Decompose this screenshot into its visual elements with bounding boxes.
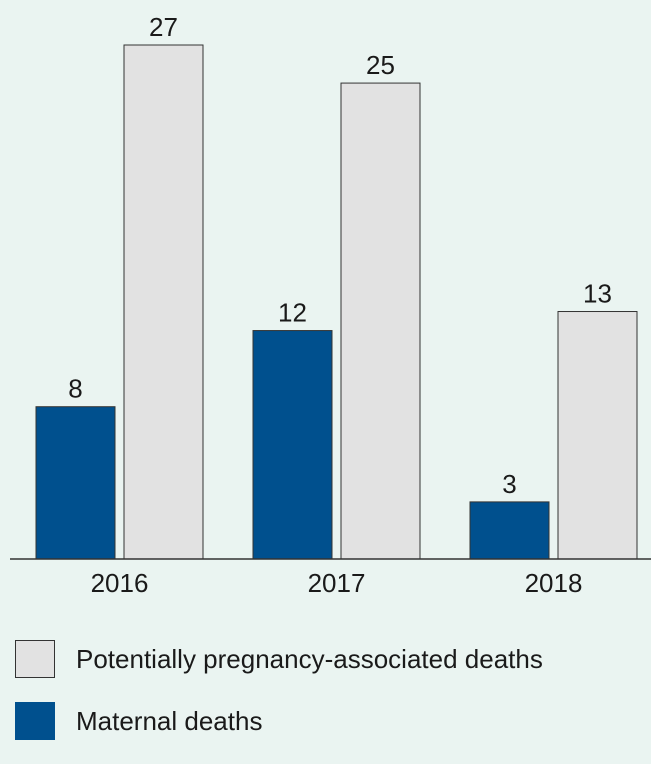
value-label-maternal-deaths-2017: 12 — [278, 298, 307, 328]
value-labels-group: 8 27 12 25 3 13 — [68, 12, 612, 499]
value-label-maternal-deaths-2018: 3 — [502, 469, 516, 499]
x-tick-label-2018: 2018 — [525, 568, 583, 598]
bar-maternal-deaths-2017 — [252, 330, 333, 560]
value-label-potentially-pregnancy-associated-deaths-2018: 13 — [583, 279, 612, 309]
bar-chart: 8 27 12 25 3 13 2016 2017 2018 — [10, 12, 651, 598]
x-tick-label-2017: 2017 — [308, 568, 366, 598]
legend-item-maternal: Maternal deaths — [15, 702, 543, 740]
value-label-potentially-pregnancy-associated-deaths-2017: 25 — [366, 50, 395, 80]
bars-group — [35, 44, 638, 560]
legend-item-pregnancy-associated: Potentially pregnancy-associated deaths — [15, 640, 543, 678]
value-label-maternal-deaths-2016: 8 — [68, 374, 82, 404]
x-tick-label-2016: 2016 — [91, 568, 149, 598]
legend: Potentially pregnancy-associated deaths … — [15, 640, 543, 764]
value-label-potentially-pregnancy-associated-deaths-2016: 27 — [149, 12, 178, 42]
bar-potentially-pregnancy-associated-deaths-2017 — [340, 82, 421, 560]
legend-swatch-maternal — [15, 702, 55, 740]
bar-maternal-deaths-2018 — [469, 501, 550, 560]
bar-potentially-pregnancy-associated-deaths-2018 — [557, 311, 638, 560]
chart-container: 8 27 12 25 3 13 2016 2017 2018 Potentially preg… — [10, 12, 651, 740]
legend-swatch-pregnancy-associated — [15, 640, 55, 678]
legend-label-maternal: Maternal deaths — [76, 705, 263, 736]
x-tick-labels-group: 2016 2017 2018 — [91, 568, 583, 598]
bar-maternal-deaths-2016 — [35, 406, 116, 560]
bar-potentially-pregnancy-associated-deaths-2016 — [123, 44, 204, 560]
legend-label-pregnancy-associated: Potentially pregnancy-associated deaths — [76, 643, 543, 674]
